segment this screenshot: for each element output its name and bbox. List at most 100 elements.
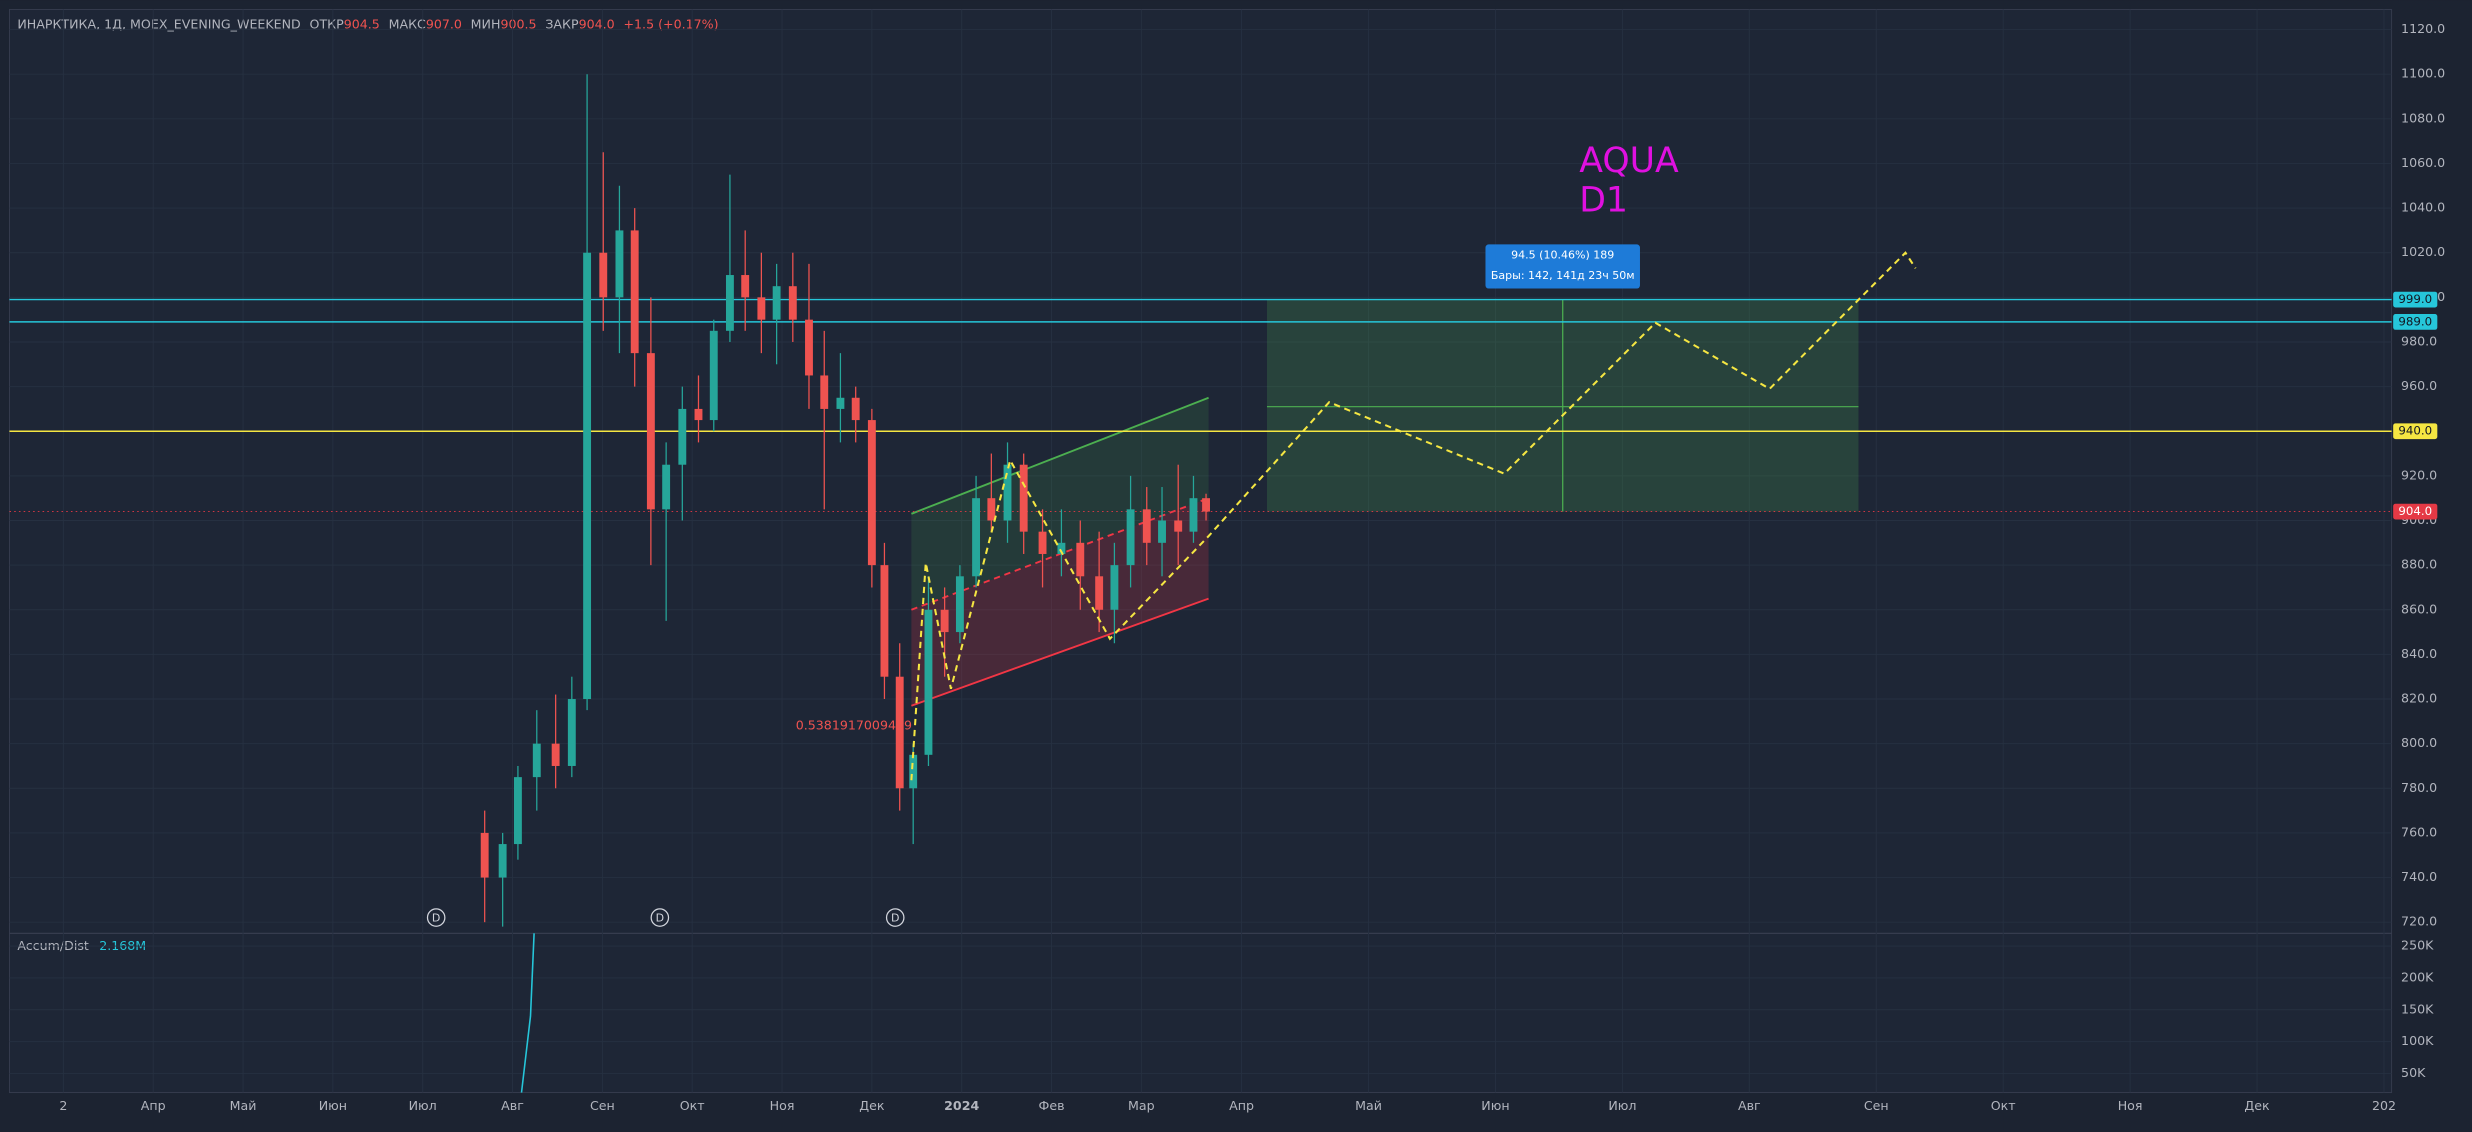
indicator-line <box>520 933 535 1093</box>
price-line-label: 940.0 <box>2398 424 2432 438</box>
y-tick-label: 780.0 <box>2401 780 2437 795</box>
candle-body <box>1142 509 1151 543</box>
x-tick-label: Окт <box>680 1098 705 1113</box>
x-tick-label: Июн <box>319 1098 347 1113</box>
y-tick-label: 1060.0 <box>2401 155 2445 170</box>
x-tick-label: Дек <box>859 1098 885 1113</box>
candle-body <box>1038 531 1047 554</box>
low-label: МИН <box>471 16 501 31</box>
candle-body <box>820 375 829 409</box>
dividend-label: D <box>432 911 440 924</box>
candle-body <box>567 699 576 766</box>
y-tick-label: 880.0 <box>2401 557 2437 572</box>
channel-upper <box>911 396 1209 515</box>
legend-header: ИНАРКТИКА, 1Д, MOEX_EVENING_WEEKEND ОТКР… <box>17 16 718 31</box>
y-tick-label: 720.0 <box>2401 914 2437 929</box>
indicator-tick-label: 200K <box>2401 969 2434 984</box>
candle-body <box>880 565 889 677</box>
candle-body <box>895 676 904 789</box>
candle-body <box>772 286 781 320</box>
x-tick-label: Фев <box>1039 1098 1065 1113</box>
candle-body <box>955 576 964 633</box>
y-tick-label: 1020.0 <box>2401 244 2445 259</box>
x-tick-label: Дек <box>2244 1098 2270 1113</box>
candle-body <box>1189 498 1198 532</box>
x-tick-label: 2024 <box>944 1098 979 1113</box>
candle-body <box>615 230 624 298</box>
x-tick-label: Авг <box>501 1098 524 1113</box>
open-value: 904.5 <box>344 16 380 31</box>
y-tick-label: 740.0 <box>2401 869 2437 884</box>
dividend-marker <box>426 908 446 927</box>
price-line-label: 999.0 <box>2398 292 2432 306</box>
x-tick-label: Сен <box>590 1098 615 1113</box>
y-tick-label: 1040.0 <box>2401 200 2445 215</box>
change-value: +1.5 (+0.17%) <box>623 16 718 31</box>
candle-body <box>662 464 671 510</box>
low-value: 900.5 <box>500 16 536 31</box>
candle-body <box>851 397 860 421</box>
x-tick-label: 202 <box>2372 1098 2396 1113</box>
candle-body <box>709 330 718 421</box>
x-tick-label: Апр <box>141 1098 166 1113</box>
candle-body <box>867 420 876 566</box>
candle-body <box>513 777 522 845</box>
price-line-label-box <box>2393 423 2438 440</box>
dividend-marker <box>885 908 905 927</box>
candle-body <box>1003 464 1012 521</box>
price-line-label: 989.0 <box>2398 314 2432 328</box>
candle-body <box>940 609 949 633</box>
channel-upper-fill <box>911 397 1209 610</box>
indicator-tick-label: 100K <box>2401 1033 2434 1048</box>
indicator-tick-label: 150K <box>2401 1001 2434 1016</box>
high-value: 907.0 <box>426 16 462 31</box>
x-tick-label: Май <box>1355 1098 1382 1113</box>
candle-body <box>583 252 592 700</box>
x-tick-label: Апр <box>1229 1098 1254 1113</box>
x-tick-label: Ноя <box>2118 1098 2143 1113</box>
x-tick-label: Окт <box>1991 1098 2016 1113</box>
dividend-marker <box>650 908 670 927</box>
x-tick-label: Авг <box>1738 1098 1761 1113</box>
candle-body <box>1202 498 1210 512</box>
symbol: ИНАРКТИКА, 1Д, MOEX_EVENING_WEEKEND <box>17 16 300 31</box>
dividend-label: D <box>891 911 899 924</box>
price-line-label-box <box>2393 314 2438 330</box>
candle-body <box>805 319 813 376</box>
close-value: 904.0 <box>579 16 615 31</box>
measure-label: Бары: 142, 141д 23ч 50м <box>1491 269 1635 282</box>
candle-body <box>741 275 750 298</box>
candle-body <box>694 408 703 421</box>
indicator-value: 2.168M <box>99 937 146 952</box>
indicator-tick-label: 50K <box>2401 1065 2426 1080</box>
open-label: ОТКР <box>310 16 345 31</box>
x-tick-label: Май <box>230 1098 257 1113</box>
y-tick-label: 1120.0 <box>2401 21 2445 36</box>
y-tick-label: 980.0 <box>2401 333 2437 348</box>
x-tick-label: Сен <box>1864 1098 1889 1113</box>
candle-body <box>924 609 933 755</box>
x-tick-label: Июл <box>1608 1098 1636 1113</box>
candle-body <box>1019 464 1028 532</box>
channel-lower <box>911 597 1209 707</box>
x-tick-label: Мар <box>1128 1098 1155 1113</box>
candle-body <box>551 743 560 766</box>
y-tick-label: 840.0 <box>2401 646 2437 661</box>
candle-body <box>1076 542 1085 577</box>
candle-body <box>836 397 845 409</box>
candle-body <box>725 275 734 331</box>
annotation: 0.5381917009469 <box>796 717 912 732</box>
y-tick-label: 760.0 <box>2401 824 2437 839</box>
candle-body <box>788 286 797 320</box>
y-tick-label: 1100.0 <box>2401 66 2445 81</box>
candle-body <box>987 498 996 521</box>
candle-body <box>678 408 687 465</box>
measure-label: 94.5 (10.46%) 189 <box>1511 248 1614 261</box>
y-tick-label: 860.0 <box>2401 601 2437 616</box>
candle-body <box>1126 509 1135 566</box>
x-tick-label: 2 <box>59 1098 67 1113</box>
y-tick-label: 800.0 <box>2401 735 2437 750</box>
price-line-label-box <box>2393 503 2438 520</box>
